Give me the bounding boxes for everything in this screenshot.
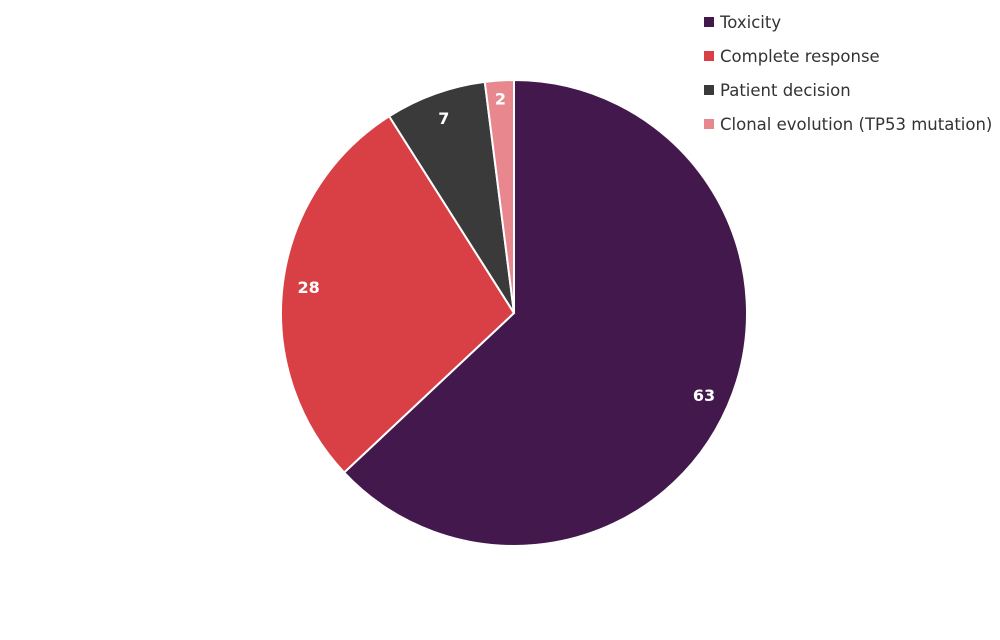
data-label: 2 — [495, 89, 506, 108]
legend-swatch — [704, 51, 714, 61]
data-label: 28 — [297, 278, 319, 297]
legend-swatch — [704, 119, 714, 129]
pie-slice-patient-decision — [387, 80, 515, 314]
legend: Toxicity Complete response Patient decisio… — [704, 5, 992, 141]
legend-item[interactable]: Complete response — [704, 39, 992, 73]
pie-slice-clonal-evolution-tp53-mutation — [483, 78, 515, 314]
legend-label: Complete response — [720, 46, 880, 66]
legend-item[interactable]: Clonal evolution (TP53 mutation) — [704, 107, 992, 141]
legend-label: Clonal evolution (TP53 mutation) — [720, 114, 993, 134]
legend-label: Toxicity — [720, 12, 782, 32]
pie-slice-toxicity — [342, 78, 748, 547]
legend-item[interactable]: Patient decision — [704, 73, 992, 107]
data-label: 7 — [438, 109, 449, 128]
pie-slice-complete-response — [280, 114, 516, 474]
legend-swatch — [704, 17, 714, 27]
data-label: 63 — [693, 386, 715, 405]
legend-label: Patient decision — [720, 80, 851, 100]
legend-swatch — [704, 85, 714, 95]
legend-item[interactable]: Toxicity — [704, 5, 992, 39]
